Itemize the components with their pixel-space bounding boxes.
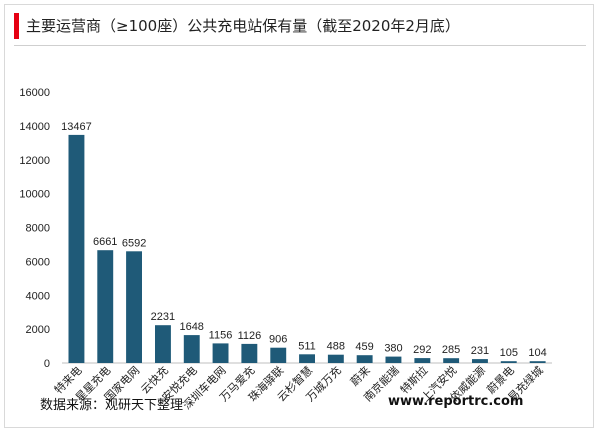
- bar-value-label: 13467: [61, 121, 92, 133]
- bar-value-label: 6592: [122, 237, 146, 249]
- bar: [500, 361, 517, 363]
- bar: [212, 343, 229, 363]
- bar: [529, 361, 546, 363]
- bar: [126, 251, 142, 363]
- y-tick-label: 4000: [26, 290, 50, 302]
- bar-value-label: 6661: [93, 236, 117, 248]
- bar: [472, 359, 488, 363]
- bar-value-label: 511: [298, 340, 316, 352]
- bar-value-label: 1648: [179, 321, 203, 333]
- title-accent-bar: [14, 13, 19, 39]
- bar-value-label: 380: [384, 343, 402, 355]
- bar-value-label: 285: [442, 344, 460, 356]
- bar-value-label: 2231: [151, 311, 175, 323]
- website-watermark: www.reportrc.com: [388, 394, 524, 409]
- bar: [183, 335, 200, 363]
- bar-value-label: 459: [355, 341, 373, 353]
- bar-value-label: 1156: [209, 329, 233, 341]
- bar-value-label: 906: [269, 334, 287, 346]
- bar-value-label: 231: [471, 345, 489, 357]
- x-tick-label: 蔚来: [348, 364, 373, 389]
- bar: [327, 354, 344, 363]
- bar: [385, 356, 402, 363]
- chart-title: 主要运营商（≥100座）公共充电站保有量（截至2020年2月底）: [26, 17, 460, 35]
- y-tick-label: 10000: [19, 189, 50, 201]
- bar-value-label: 104: [528, 347, 546, 359]
- bar: [270, 347, 287, 363]
- bar: [241, 343, 258, 363]
- y-tick-label: 6000: [26, 256, 50, 268]
- bar: [155, 325, 171, 363]
- y-tick-label: 14000: [19, 121, 50, 133]
- bar-value-label: 105: [500, 347, 518, 359]
- bar-value-label: 1126: [238, 330, 262, 342]
- y-tick-label: 8000: [26, 223, 50, 235]
- bar-value-label: 292: [413, 344, 431, 356]
- bar: [299, 354, 315, 363]
- data-source: 数据来源：观研天下整理: [40, 398, 184, 413]
- bar: [97, 250, 114, 363]
- y-tick-label: 12000: [19, 155, 50, 167]
- bar: [443, 358, 460, 363]
- chart-frame: [4, 4, 594, 428]
- bar: [356, 355, 373, 363]
- bar: [68, 134, 85, 363]
- title-divider: [14, 45, 586, 46]
- bar-value-label: 488: [327, 341, 345, 353]
- bar: [414, 358, 431, 363]
- y-tick-label: 16000: [19, 87, 50, 99]
- y-tick-label: 0: [44, 358, 50, 370]
- y-tick-label: 2000: [26, 324, 50, 336]
